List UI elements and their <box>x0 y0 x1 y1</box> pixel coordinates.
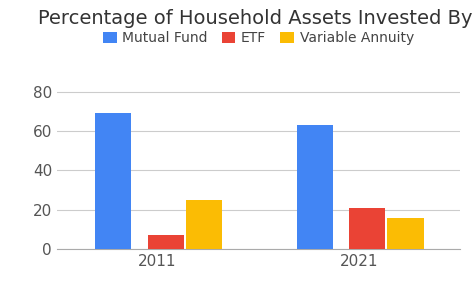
Bar <box>147 235 184 249</box>
Bar <box>186 200 222 249</box>
Text: Percentage of Household Assets Invested By Category: Percentage of Household Assets Invested … <box>38 9 474 28</box>
Legend: Mutual Fund, ETF, Variable Annuity: Mutual Fund, ETF, Variable Annuity <box>97 25 419 51</box>
Bar <box>349 208 385 249</box>
Bar <box>297 125 333 249</box>
Bar <box>95 113 131 249</box>
Bar <box>387 218 423 249</box>
